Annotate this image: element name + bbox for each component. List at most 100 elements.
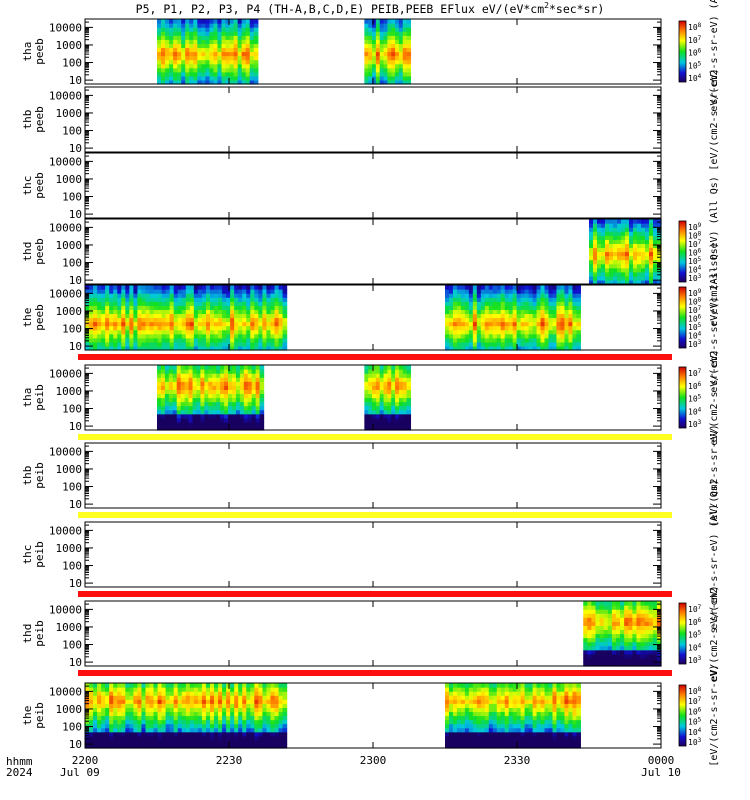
spectrogram-cell [172,405,178,411]
spectrogram-cell [488,711,494,717]
spectrogram-cell [254,735,259,741]
spectrogram-cell [649,235,654,240]
spectrogram-cell [181,325,187,331]
spectrogram-cell [250,687,255,692]
spectrogram-cell [113,739,118,745]
spectrogram-cell [544,329,550,335]
spectrogram-cell [93,711,98,717]
spectrogram-cell [468,293,474,298]
spectrogram-cell [406,43,412,49]
spectrogram-cell [492,711,498,717]
spectrogram-cell [657,275,662,281]
spectrogram-cell [204,373,209,378]
spectrogram-cell [460,683,466,688]
spectrogram-cell [402,365,408,370]
spectrogram-cell [209,337,215,343]
spectrogram-cell [254,285,259,290]
spectrogram-cell [253,79,259,85]
spectrogram-cell [188,421,194,427]
spectrogram-cell [237,75,243,81]
spectrogram-cell [109,305,114,310]
spectrogram-cell [628,617,633,622]
spectrogram-cell [480,723,486,729]
spectrogram-cell [141,723,147,729]
spectrogram-cell [258,285,264,290]
spectrogram-cell [234,687,239,692]
spectrogram-cell [258,321,264,327]
spectrogram-cell [576,317,581,323]
spectrogram-cell [387,67,392,73]
spectrogram-cell [379,79,385,85]
spectrogram-cell [508,345,514,351]
colorbar-tick-label: 107 [688,35,702,45]
spectrogram-cell [196,421,202,427]
spectrogram-cell [364,421,369,427]
spectrogram-cell [181,711,187,717]
spectrogram-cell [278,715,284,721]
spectrogram-cell [89,285,94,290]
spectrogram-cell [218,703,223,708]
spectrogram-cell [629,251,634,257]
spectrogram-cell [165,703,171,708]
spectrogram-cell [242,739,247,745]
spectrogram-cell [214,313,219,319]
spectrogram-cell [214,707,219,713]
spectrogram-cell [364,381,369,386]
spectrogram-cell [583,641,588,647]
spectrogram-cell [520,321,526,327]
spectrogram-cell [552,317,558,323]
spectrogram-cell [368,373,373,378]
spectrogram-cell [512,285,518,290]
spectrogram-cell [212,421,217,427]
spectrogram-cell [445,285,450,290]
spectrogram-cell [185,313,191,319]
spectrogram-cell [201,35,206,40]
spectrogram-cell [213,35,219,40]
spectrogram-cell [89,695,94,700]
spectrogram-cell [595,645,601,651]
spectrogram-cell [247,409,253,415]
spectrogram-cell [173,715,179,721]
spectrogram-cell [636,625,642,631]
spectrogram-cell [552,337,558,343]
spectrogram-cell [652,617,658,622]
spectrogram-cell [560,321,566,327]
spectrogram-cell [621,263,626,269]
spectrogram-cell [200,409,205,415]
spectrogram-cell [247,377,253,382]
spectrogram-cell [181,333,187,339]
spectrogram-cell [125,305,130,310]
spectrogram-cell [591,649,597,655]
spectrogram-cell [653,227,658,232]
spectrogram-cell [243,365,249,370]
spectrogram-cell [246,337,251,343]
spectrogram-cell [201,715,207,721]
spectrogram-cell [480,687,486,692]
spectrogram-cell [93,723,98,729]
spectrogram-cell [254,337,259,343]
panel-probe-label: thd [21,242,34,262]
spectrogram-cell [185,293,191,298]
spectrogram-cell [217,63,223,69]
spectrogram-cell [243,381,249,386]
spectrogram-cell [226,313,231,319]
spectrogram-cell [484,727,490,733]
spectrogram-cell [133,683,139,688]
spectrogram-cell [169,699,175,704]
spectrogram-cell [249,27,255,32]
spectrogram-cell [504,293,510,298]
spectrogram-cell [181,59,186,65]
spectrogram-cell [225,27,231,32]
spectrogram-cell [205,309,211,315]
spectrogram-cell [153,285,159,290]
spectrogram-cell [251,385,257,390]
spectrogram-cell [233,31,239,36]
spectrogram-cell [164,417,170,423]
spectrogram-cell [395,71,400,77]
spectrogram-cell [177,305,183,310]
spectrogram-cell [220,401,225,407]
spectrogram-cell [368,47,373,53]
spectrogram-cell [488,321,494,327]
spectrogram-cell [242,707,247,713]
